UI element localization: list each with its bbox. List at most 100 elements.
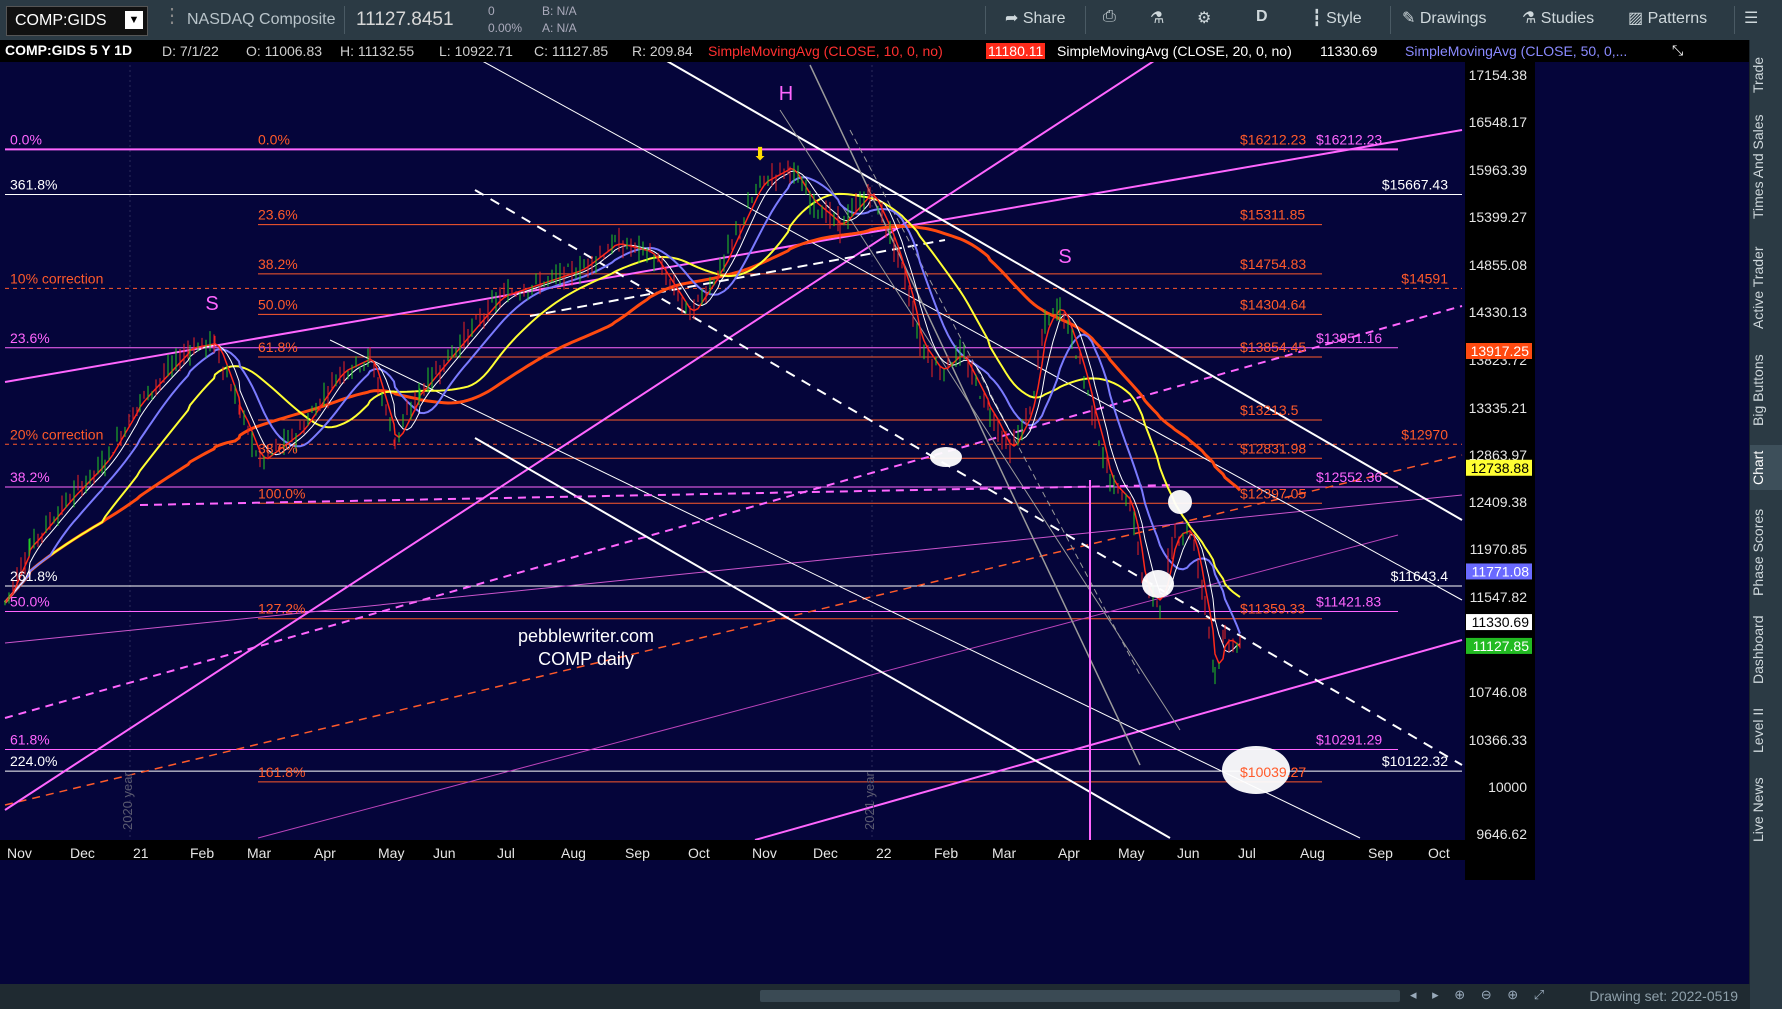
x-tick-label: Jun (1177, 845, 1200, 861)
x-tick-label: May (1118, 845, 1144, 861)
y-tick-label: 13335.21 (1469, 400, 1528, 416)
sma100-line (4, 192, 1241, 604)
link-icon[interactable]: ⋮ (162, 5, 182, 27)
x-tick-label: Mar (992, 845, 1016, 861)
trend-line (139, 484, 1176, 506)
legend-date: D: 7/1/22 (162, 43, 219, 59)
sidebar-tab-live-news[interactable]: Live News (1750, 777, 1766, 843)
trend-line (329, 339, 1361, 839)
bid-value: B: N/A (542, 4, 577, 18)
patterns-button[interactable]: ▨ Patterns (1628, 10, 1708, 27)
trend-line (4, 454, 1463, 806)
magenta-level-label: 38.2% (10, 469, 50, 485)
x-tick-label: Nov (7, 845, 32, 861)
net-change: 0 (488, 4, 495, 18)
trend-line (4, 56, 1161, 811)
y-tick-label: 16548.17 (1469, 114, 1528, 130)
trend-line (4, 494, 1463, 644)
magenta-level-label: 61.8% (10, 731, 50, 747)
trend-line (4, 129, 1463, 383)
period-button[interactable]: D (1256, 8, 1268, 25)
x-tick-label: Apr (1058, 845, 1080, 861)
fib-level-value: $12397.05 (1240, 485, 1306, 501)
last-price: 11127.8451 (356, 9, 454, 30)
menu-button[interactable]: ☰ (1744, 8, 1758, 28)
pattern-label-left-shoulder: S (205, 293, 218, 315)
horizontal-scrollbar[interactable] (760, 990, 1400, 1002)
settings-button[interactable]: ⚙ (1197, 8, 1211, 28)
sidebar-tab-level-ii[interactable]: Level II (1750, 707, 1766, 753)
sidebar-tab-active-trader[interactable]: Active Trader (1750, 246, 1766, 329)
sma20-line (4, 170, 1241, 653)
share-button[interactable]: ➦ Share (1005, 10, 1066, 27)
trend-line (809, 64, 1141, 766)
magenta-level-label: 23.6% (10, 330, 50, 346)
fib-level-value: $14754.83 (1240, 256, 1306, 272)
y-tick-label: 11547.82 (1470, 589, 1528, 605)
sidebar-tab-times-and-sales[interactable]: Times And Sales (1750, 114, 1766, 220)
chart-area[interactable]: 0.0% $16212.23 23.6% $15311.85 38.2% $14754.8… (0, 40, 1750, 990)
flask-button[interactable]: ⚗ (1150, 8, 1164, 28)
sidebar-tab-trade[interactable]: Trade (1750, 56, 1766, 94)
pencil-icon: ✎ (1402, 10, 1416, 27)
fib-level-label: 61.8% (258, 339, 298, 355)
trend-line (474, 437, 1171, 839)
ask-value: A: N/A (542, 21, 577, 35)
drawings-button[interactable]: ✎ Drawings (1402, 10, 1487, 27)
pattern-icon: ▨ (1628, 10, 1644, 27)
menu-icon: ☰ (1744, 10, 1759, 27)
style-button[interactable]: ┇ Style (1312, 10, 1362, 27)
x-tick-label: Oct (1428, 845, 1450, 861)
x-tick-label: Sep (1368, 845, 1393, 861)
price-badge-value: 12738.88 (1471, 460, 1530, 476)
fib-level-label: 38.2% (258, 256, 298, 272)
x-tick-label: Jun (433, 845, 456, 861)
correction-value: $12970 (1401, 426, 1448, 442)
y-tick-label: 12863.97 (1469, 447, 1528, 463)
collapse-icon[interactable]: ⤡ (1672, 42, 1684, 58)
highlight-ellipse (1168, 490, 1192, 514)
x-tick-label: 22 (876, 845, 892, 861)
price-badge (1466, 637, 1532, 654)
x-tick-label: Dec (70, 845, 95, 861)
white-level-value: $15667.43 (1382, 176, 1448, 192)
zoom-controls[interactable]: ◂ ▸ ⊕ ⊖ ⊕ ⤢ (1410, 987, 1551, 1002)
x-tick-label: Nov (752, 845, 777, 861)
sidebar-tab-phase-scores[interactable]: Phase Scores (1750, 508, 1766, 597)
price-badge-value: 11127.85 (1473, 638, 1530, 654)
candles-icon: ┇ (1312, 10, 1322, 27)
legend-header: COMP:GIDS 5 Y 1D (5, 42, 133, 58)
white-level-label: 261.8% (10, 568, 57, 584)
legend-high: H: 11132.55 (340, 43, 415, 59)
snapshot-button[interactable]: ⎙ (1103, 8, 1116, 26)
chevron-down-icon[interactable]: ▼ (125, 11, 143, 29)
fib-level-value: $12831.98 (1240, 440, 1306, 456)
sidebar-tab-big-buttons[interactable]: Big Buttons (1750, 354, 1766, 426)
right-sidebar: Trade Times And Sales Active Trader Big But… (1749, 40, 1782, 1009)
magenta-level-value: $13951.16 (1316, 330, 1382, 346)
x-tick-label: Mar (247, 845, 271, 861)
y-tick-label: 14855.08 (1469, 257, 1528, 273)
fib-level-value: $11359.33 (1240, 601, 1305, 617)
trend-line (4, 305, 1463, 719)
fib-level-value: $16212.23 (1240, 131, 1306, 147)
watermark-line2: COMP daily (538, 649, 634, 669)
legend-sma10-value: 11180.11 (986, 43, 1046, 59)
fib-level-label: 100.0% (258, 485, 305, 501)
chart-svg[interactable]: 0.0% $16212.23 23.6% $15311.85 38.2% $14754.8… (0, 40, 1750, 990)
flask-icon: ⚗ (1522, 10, 1537, 27)
sidebar-tab-chart[interactable]: Chart (1750, 445, 1782, 490)
legend-sma20: SimpleMovingAvg (CLOSE, 20, 0, no) (1057, 43, 1292, 59)
x-tick-label: Jul (497, 845, 515, 861)
symbol-selector[interactable]: COMP:GIDS ▼ (6, 6, 148, 36)
trend-line (474, 56, 1463, 601)
magenta-level-value: $11421.83 (1316, 593, 1381, 609)
drawing-set-label: Drawing set: 2022-0519 (1589, 988, 1738, 1004)
studies-button[interactable]: ⚗ Studies (1522, 10, 1595, 27)
legend-low: L: 10922.71 (439, 43, 513, 59)
sidebar-tab-dashboard[interactable]: Dashboard (1750, 615, 1766, 685)
x-axis-bg (0, 840, 1535, 860)
x-tick-label: Aug (561, 845, 586, 861)
fib-level-label: 0.0% (258, 131, 290, 147)
trend-line (779, 109, 1181, 731)
